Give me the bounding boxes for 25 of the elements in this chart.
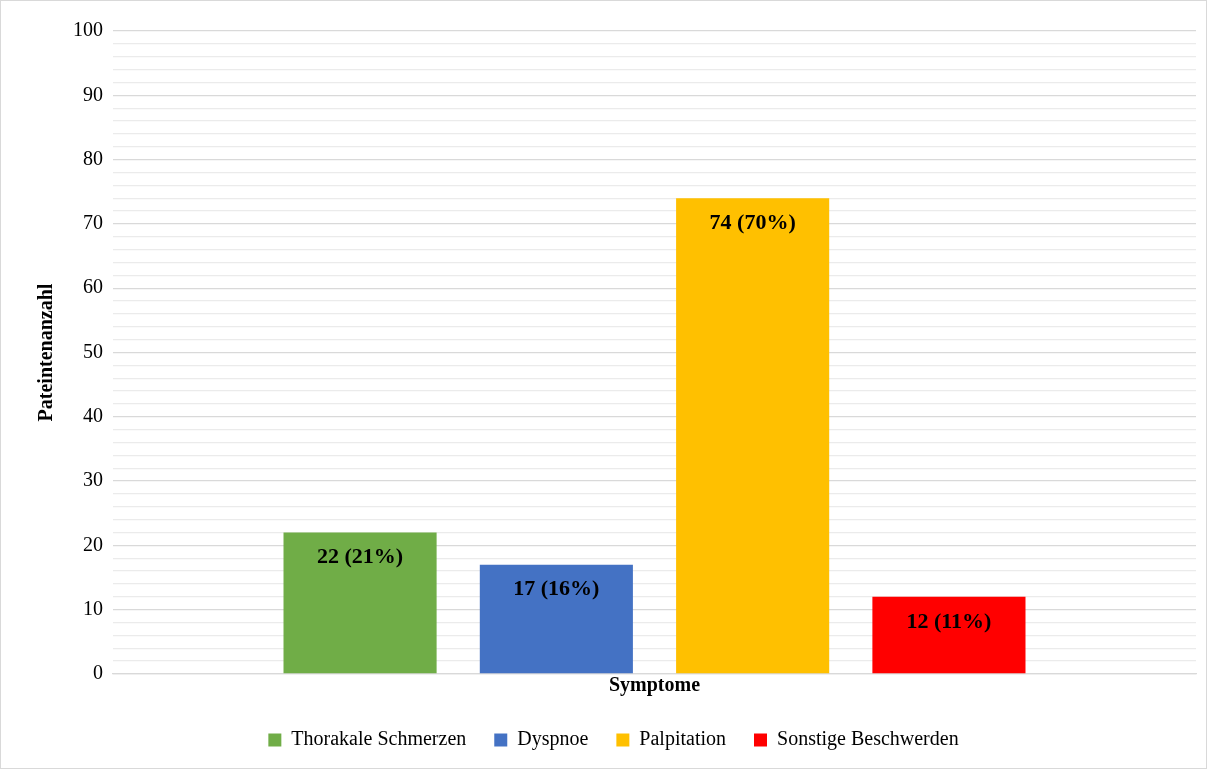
y-tick-label: 70 xyxy=(83,211,103,234)
y-tick-label: 90 xyxy=(83,82,103,105)
bar xyxy=(479,564,633,674)
y-axis-title: Pateintenanzahl xyxy=(34,283,57,422)
y-tick-label: 20 xyxy=(83,532,103,555)
y-tick-label: 80 xyxy=(83,146,103,169)
data-label: 12 (11%) xyxy=(906,607,992,633)
legend-label: Dyspnoe xyxy=(517,727,589,751)
legend-label: Thorakale Schmerzen xyxy=(291,727,467,750)
y-tick-label: 100 xyxy=(73,18,103,41)
x-axis-title: Symptome xyxy=(608,673,701,697)
legend-label: Sonstige Beschwerden xyxy=(777,727,959,751)
y-tick-label: 0 xyxy=(93,661,103,684)
y-tick-label: 10 xyxy=(83,596,103,619)
bar xyxy=(283,532,437,674)
bar xyxy=(676,198,830,674)
data-label: 17 (16%) xyxy=(513,575,600,601)
data-label: 74 (70%) xyxy=(709,208,796,234)
y-tick-label: 40 xyxy=(83,404,103,427)
legend-label: Palpitation xyxy=(639,727,727,751)
y-tick-label: 60 xyxy=(83,275,103,298)
data-label: 22 (21%) xyxy=(316,543,404,569)
bar xyxy=(872,596,1026,674)
y-tick-label: 30 xyxy=(83,468,103,491)
y-tick-label: 50 xyxy=(83,339,103,362)
